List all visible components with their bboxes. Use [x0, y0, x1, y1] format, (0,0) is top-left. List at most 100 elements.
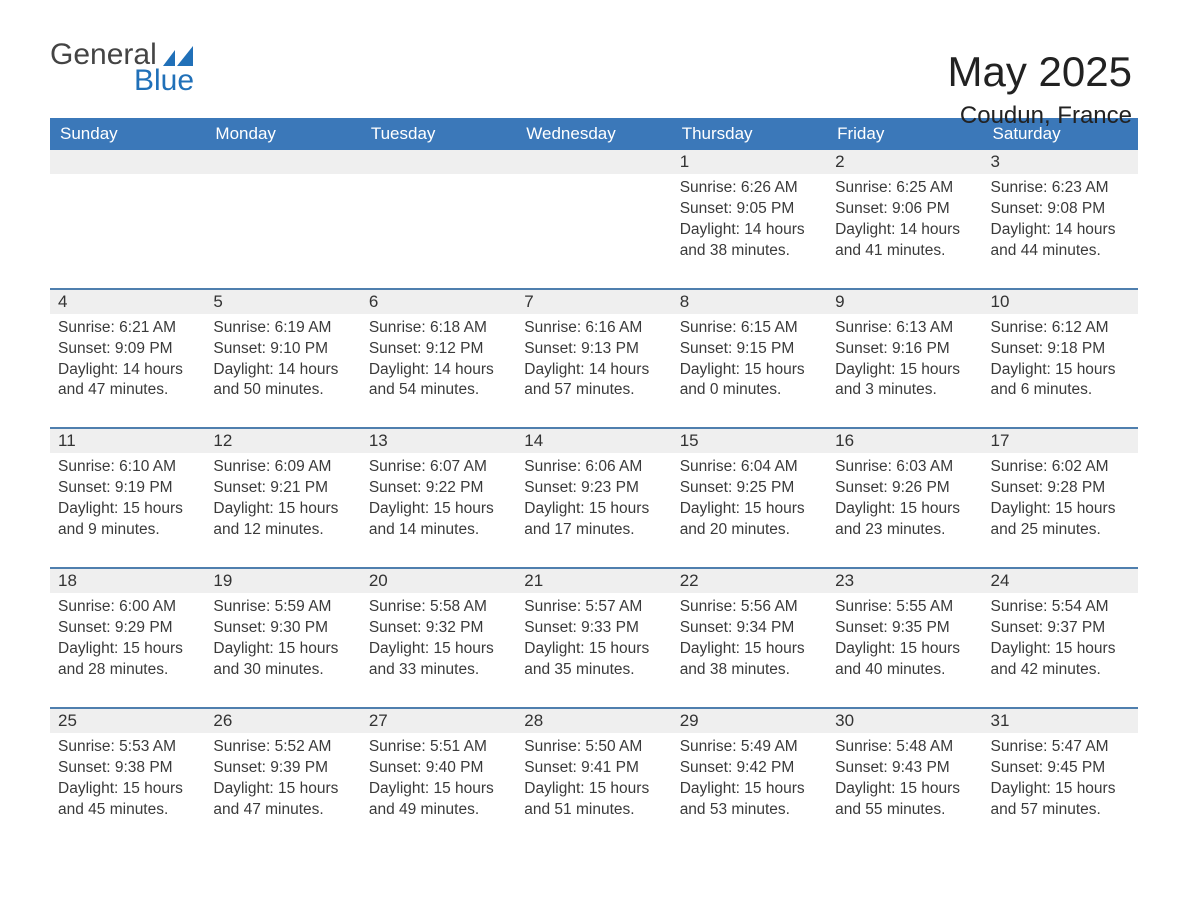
- day-number-cell: 6: [361, 289, 516, 314]
- day-detail-cell: Sunrise: 6:23 AMSunset: 9:08 PMDaylight:…: [983, 174, 1138, 289]
- day-detail: Sunrise: 5:50 AMSunset: 9:41 PMDaylight:…: [516, 733, 671, 847]
- day-number-cell: 12: [205, 428, 360, 453]
- daylight-line: Daylight: 15 hours and 30 minutes.: [213, 639, 352, 681]
- sunset-line: Sunset: 9:08 PM: [991, 199, 1130, 220]
- day-detail-cell: Sunrise: 6:21 AMSunset: 9:09 PMDaylight:…: [50, 314, 205, 429]
- sunset-line: Sunset: 9:09 PM: [58, 339, 197, 360]
- sunset-line: Sunset: 9:26 PM: [835, 478, 974, 499]
- daylight-line: Daylight: 15 hours and 20 minutes.: [680, 499, 819, 541]
- sunset-line: Sunset: 9:42 PM: [680, 758, 819, 779]
- empty-day: [205, 174, 360, 289]
- sunset-line: Sunset: 9:34 PM: [680, 618, 819, 639]
- sunrise-line: Sunrise: 6:15 AM: [680, 318, 819, 339]
- sunrise-line: Sunrise: 5:55 AM: [835, 597, 974, 618]
- sunset-line: Sunset: 9:40 PM: [369, 758, 508, 779]
- sunset-line: Sunset: 9:41 PM: [524, 758, 663, 779]
- empty-day: [361, 150, 516, 174]
- daylight-line: Daylight: 15 hours and 17 minutes.: [524, 499, 663, 541]
- day-detail: Sunrise: 6:02 AMSunset: 9:28 PMDaylight:…: [983, 453, 1138, 567]
- empty-day: [205, 150, 360, 174]
- sunset-line: Sunset: 9:33 PM: [524, 618, 663, 639]
- daylight-line: Daylight: 14 hours and 41 minutes.: [835, 220, 974, 262]
- daylight-line: Daylight: 15 hours and 9 minutes.: [58, 499, 197, 541]
- page-subtitle: Coudun, France: [948, 102, 1132, 130]
- day-detail-cell: Sunrise: 6:03 AMSunset: 9:26 PMDaylight:…: [827, 453, 982, 568]
- sunset-line: Sunset: 9:05 PM: [680, 199, 819, 220]
- day-detail: Sunrise: 5:47 AMSunset: 9:45 PMDaylight:…: [983, 733, 1138, 847]
- day-number-cell: 25: [50, 708, 205, 733]
- daylight-line: Daylight: 14 hours and 44 minutes.: [991, 220, 1130, 262]
- day-number-cell: 2: [827, 150, 982, 174]
- day-number-cell: 3: [983, 150, 1138, 174]
- day-detail: Sunrise: 6:19 AMSunset: 9:10 PMDaylight:…: [205, 314, 360, 428]
- day-number-cell: 27: [361, 708, 516, 733]
- brand-flag-icon: [163, 46, 193, 66]
- daylight-line: Daylight: 15 hours and 51 minutes.: [524, 779, 663, 821]
- sunset-line: Sunset: 9:43 PM: [835, 758, 974, 779]
- sunrise-line: Sunrise: 6:09 AM: [213, 457, 352, 478]
- day-number-cell: 26: [205, 708, 360, 733]
- day-number: 1: [672, 150, 827, 174]
- sunset-line: Sunset: 9:28 PM: [991, 478, 1130, 499]
- empty-day: [50, 174, 205, 289]
- day-number-cell: 4: [50, 289, 205, 314]
- day-number: 17: [983, 429, 1138, 453]
- day-number-cell: 28: [516, 708, 671, 733]
- sunset-line: Sunset: 9:19 PM: [58, 478, 197, 499]
- day-detail: Sunrise: 6:09 AMSunset: 9:21 PMDaylight:…: [205, 453, 360, 567]
- week-daynum-row: 25262728293031: [50, 708, 1138, 733]
- sunrise-line: Sunrise: 6:07 AM: [369, 457, 508, 478]
- day-detail-cell: Sunrise: 6:26 AMSunset: 9:05 PMDaylight:…: [672, 174, 827, 289]
- daylight-line: Daylight: 15 hours and 45 minutes.: [58, 779, 197, 821]
- daylight-line: Daylight: 14 hours and 57 minutes.: [524, 360, 663, 402]
- day-detail: Sunrise: 5:57 AMSunset: 9:33 PMDaylight:…: [516, 593, 671, 707]
- day-number-cell: 23: [827, 568, 982, 593]
- day-detail-cell: Sunrise: 6:10 AMSunset: 9:19 PMDaylight:…: [50, 453, 205, 568]
- day-detail: Sunrise: 6:00 AMSunset: 9:29 PMDaylight:…: [50, 593, 205, 707]
- day-detail: Sunrise: 6:18 AMSunset: 9:12 PMDaylight:…: [361, 314, 516, 428]
- day-detail-cell: Sunrise: 5:51 AMSunset: 9:40 PMDaylight:…: [361, 733, 516, 847]
- sunset-line: Sunset: 9:45 PM: [991, 758, 1130, 779]
- day-detail-cell: Sunrise: 5:47 AMSunset: 9:45 PMDaylight:…: [983, 733, 1138, 847]
- day-number: 4: [50, 290, 205, 314]
- col-monday: Monday: [205, 118, 360, 150]
- sunrise-line: Sunrise: 6:00 AM: [58, 597, 197, 618]
- sunrise-line: Sunrise: 6:25 AM: [835, 178, 974, 199]
- day-detail: Sunrise: 5:51 AMSunset: 9:40 PMDaylight:…: [361, 733, 516, 847]
- daylight-line: Daylight: 14 hours and 50 minutes.: [213, 360, 352, 402]
- daylight-line: Daylight: 15 hours and 53 minutes.: [680, 779, 819, 821]
- sunrise-line: Sunrise: 5:48 AM: [835, 737, 974, 758]
- daylight-line: Daylight: 15 hours and 28 minutes.: [58, 639, 197, 681]
- sunrise-line: Sunrise: 5:51 AM: [369, 737, 508, 758]
- sunrise-line: Sunrise: 5:52 AM: [213, 737, 352, 758]
- sunset-line: Sunset: 9:29 PM: [58, 618, 197, 639]
- empty-day: [516, 174, 671, 289]
- day-detail-cell: Sunrise: 5:56 AMSunset: 9:34 PMDaylight:…: [672, 593, 827, 708]
- day-number: 10: [983, 290, 1138, 314]
- week-detail-row: Sunrise: 6:21 AMSunset: 9:09 PMDaylight:…: [50, 314, 1138, 429]
- day-number: 22: [672, 569, 827, 593]
- week-daynum-row: 45678910: [50, 289, 1138, 314]
- sunset-line: Sunset: 9:22 PM: [369, 478, 508, 499]
- sunset-line: Sunset: 9:25 PM: [680, 478, 819, 499]
- sunrise-line: Sunrise: 5:47 AM: [991, 737, 1130, 758]
- day-number: 3: [983, 150, 1138, 174]
- title-block: May 2025 Coudun, France: [948, 48, 1132, 130]
- day-detail: Sunrise: 5:53 AMSunset: 9:38 PMDaylight:…: [50, 733, 205, 847]
- sunrise-line: Sunrise: 5:59 AM: [213, 597, 352, 618]
- sunset-line: Sunset: 9:23 PM: [524, 478, 663, 499]
- day-detail: Sunrise: 6:10 AMSunset: 9:19 PMDaylight:…: [50, 453, 205, 567]
- sunset-line: Sunset: 9:21 PM: [213, 478, 352, 499]
- day-detail-cell: Sunrise: 6:06 AMSunset: 9:23 PMDaylight:…: [516, 453, 671, 568]
- day-number-cell: 16: [827, 428, 982, 453]
- col-tuesday: Tuesday: [361, 118, 516, 150]
- col-thursday: Thursday: [672, 118, 827, 150]
- day-detail-cell: Sunrise: 6:25 AMSunset: 9:06 PMDaylight:…: [827, 174, 982, 289]
- week-detail-row: Sunrise: 5:53 AMSunset: 9:38 PMDaylight:…: [50, 733, 1138, 847]
- day-number: 12: [205, 429, 360, 453]
- day-detail-cell: Sunrise: 6:13 AMSunset: 9:16 PMDaylight:…: [827, 314, 982, 429]
- brand-logo: General Blue: [50, 40, 194, 98]
- daylight-line: Daylight: 15 hours and 49 minutes.: [369, 779, 508, 821]
- day-detail-cell: Sunrise: 6:18 AMSunset: 9:12 PMDaylight:…: [361, 314, 516, 429]
- sunset-line: Sunset: 9:30 PM: [213, 618, 352, 639]
